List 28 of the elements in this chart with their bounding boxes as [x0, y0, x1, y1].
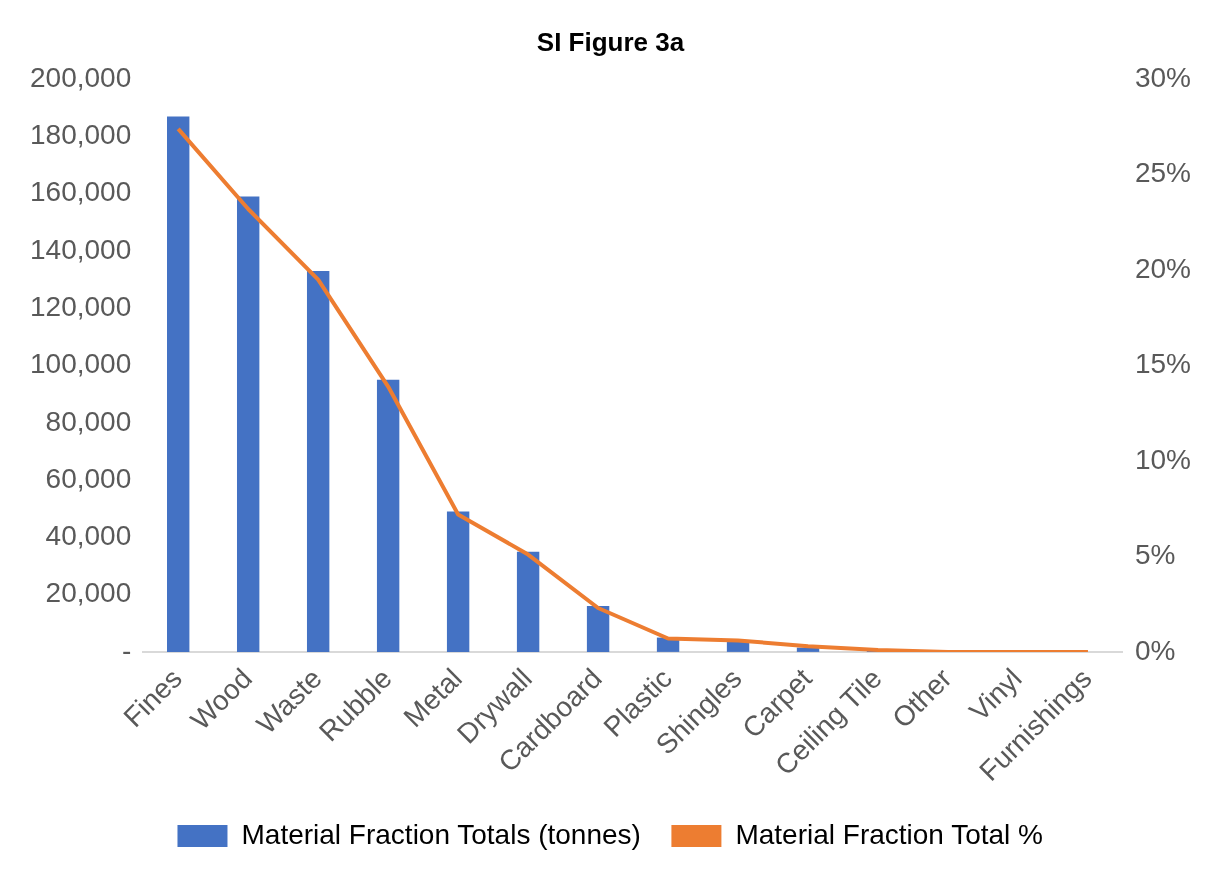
y-tick-label: 120,000: [29, 291, 132, 322]
y-tick-label: 20,000: [45, 577, 132, 609]
bar: [236, 196, 260, 652]
y2-tick-label: 0%: [1134, 634, 1176, 666]
y2-tick-label: 10%: [1134, 443, 1192, 475]
bar: [516, 551, 540, 652]
y-tick-label: 180,000: [29, 119, 132, 151]
bar: [306, 271, 330, 652]
bar: [167, 116, 190, 652]
y-tick-label: 80,000: [45, 405, 132, 437]
legend-label: Material Fraction Total %: [735, 818, 1044, 850]
y2-tick-label: 5%: [1134, 539, 1176, 571]
y2-tick-label: 25%: [1134, 157, 1192, 189]
y-tick-label: 160,000: [29, 176, 132, 208]
y2-tick-label: 20%: [1134, 252, 1192, 284]
y2-tick-label: 15%: [1134, 348, 1192, 380]
y-tick-label: 200,000: [29, 61, 132, 93]
y-tick-label: 100,000: [29, 348, 132, 380]
y2-tick-label: 30%: [1134, 61, 1192, 93]
chart-title: SI Figure 3a: [536, 26, 685, 57]
y-tick-label: 60,000: [45, 462, 132, 494]
bar: [586, 606, 610, 652]
y-tick-label: -: [121, 634, 132, 666]
legend-label: Material Fraction Totals (tonnes): [241, 818, 641, 850]
y-tick-label: 140,000: [29, 233, 132, 265]
y-tick-label: 40,000: [45, 520, 132, 552]
bar: [376, 379, 400, 652]
bar: [446, 511, 470, 652]
